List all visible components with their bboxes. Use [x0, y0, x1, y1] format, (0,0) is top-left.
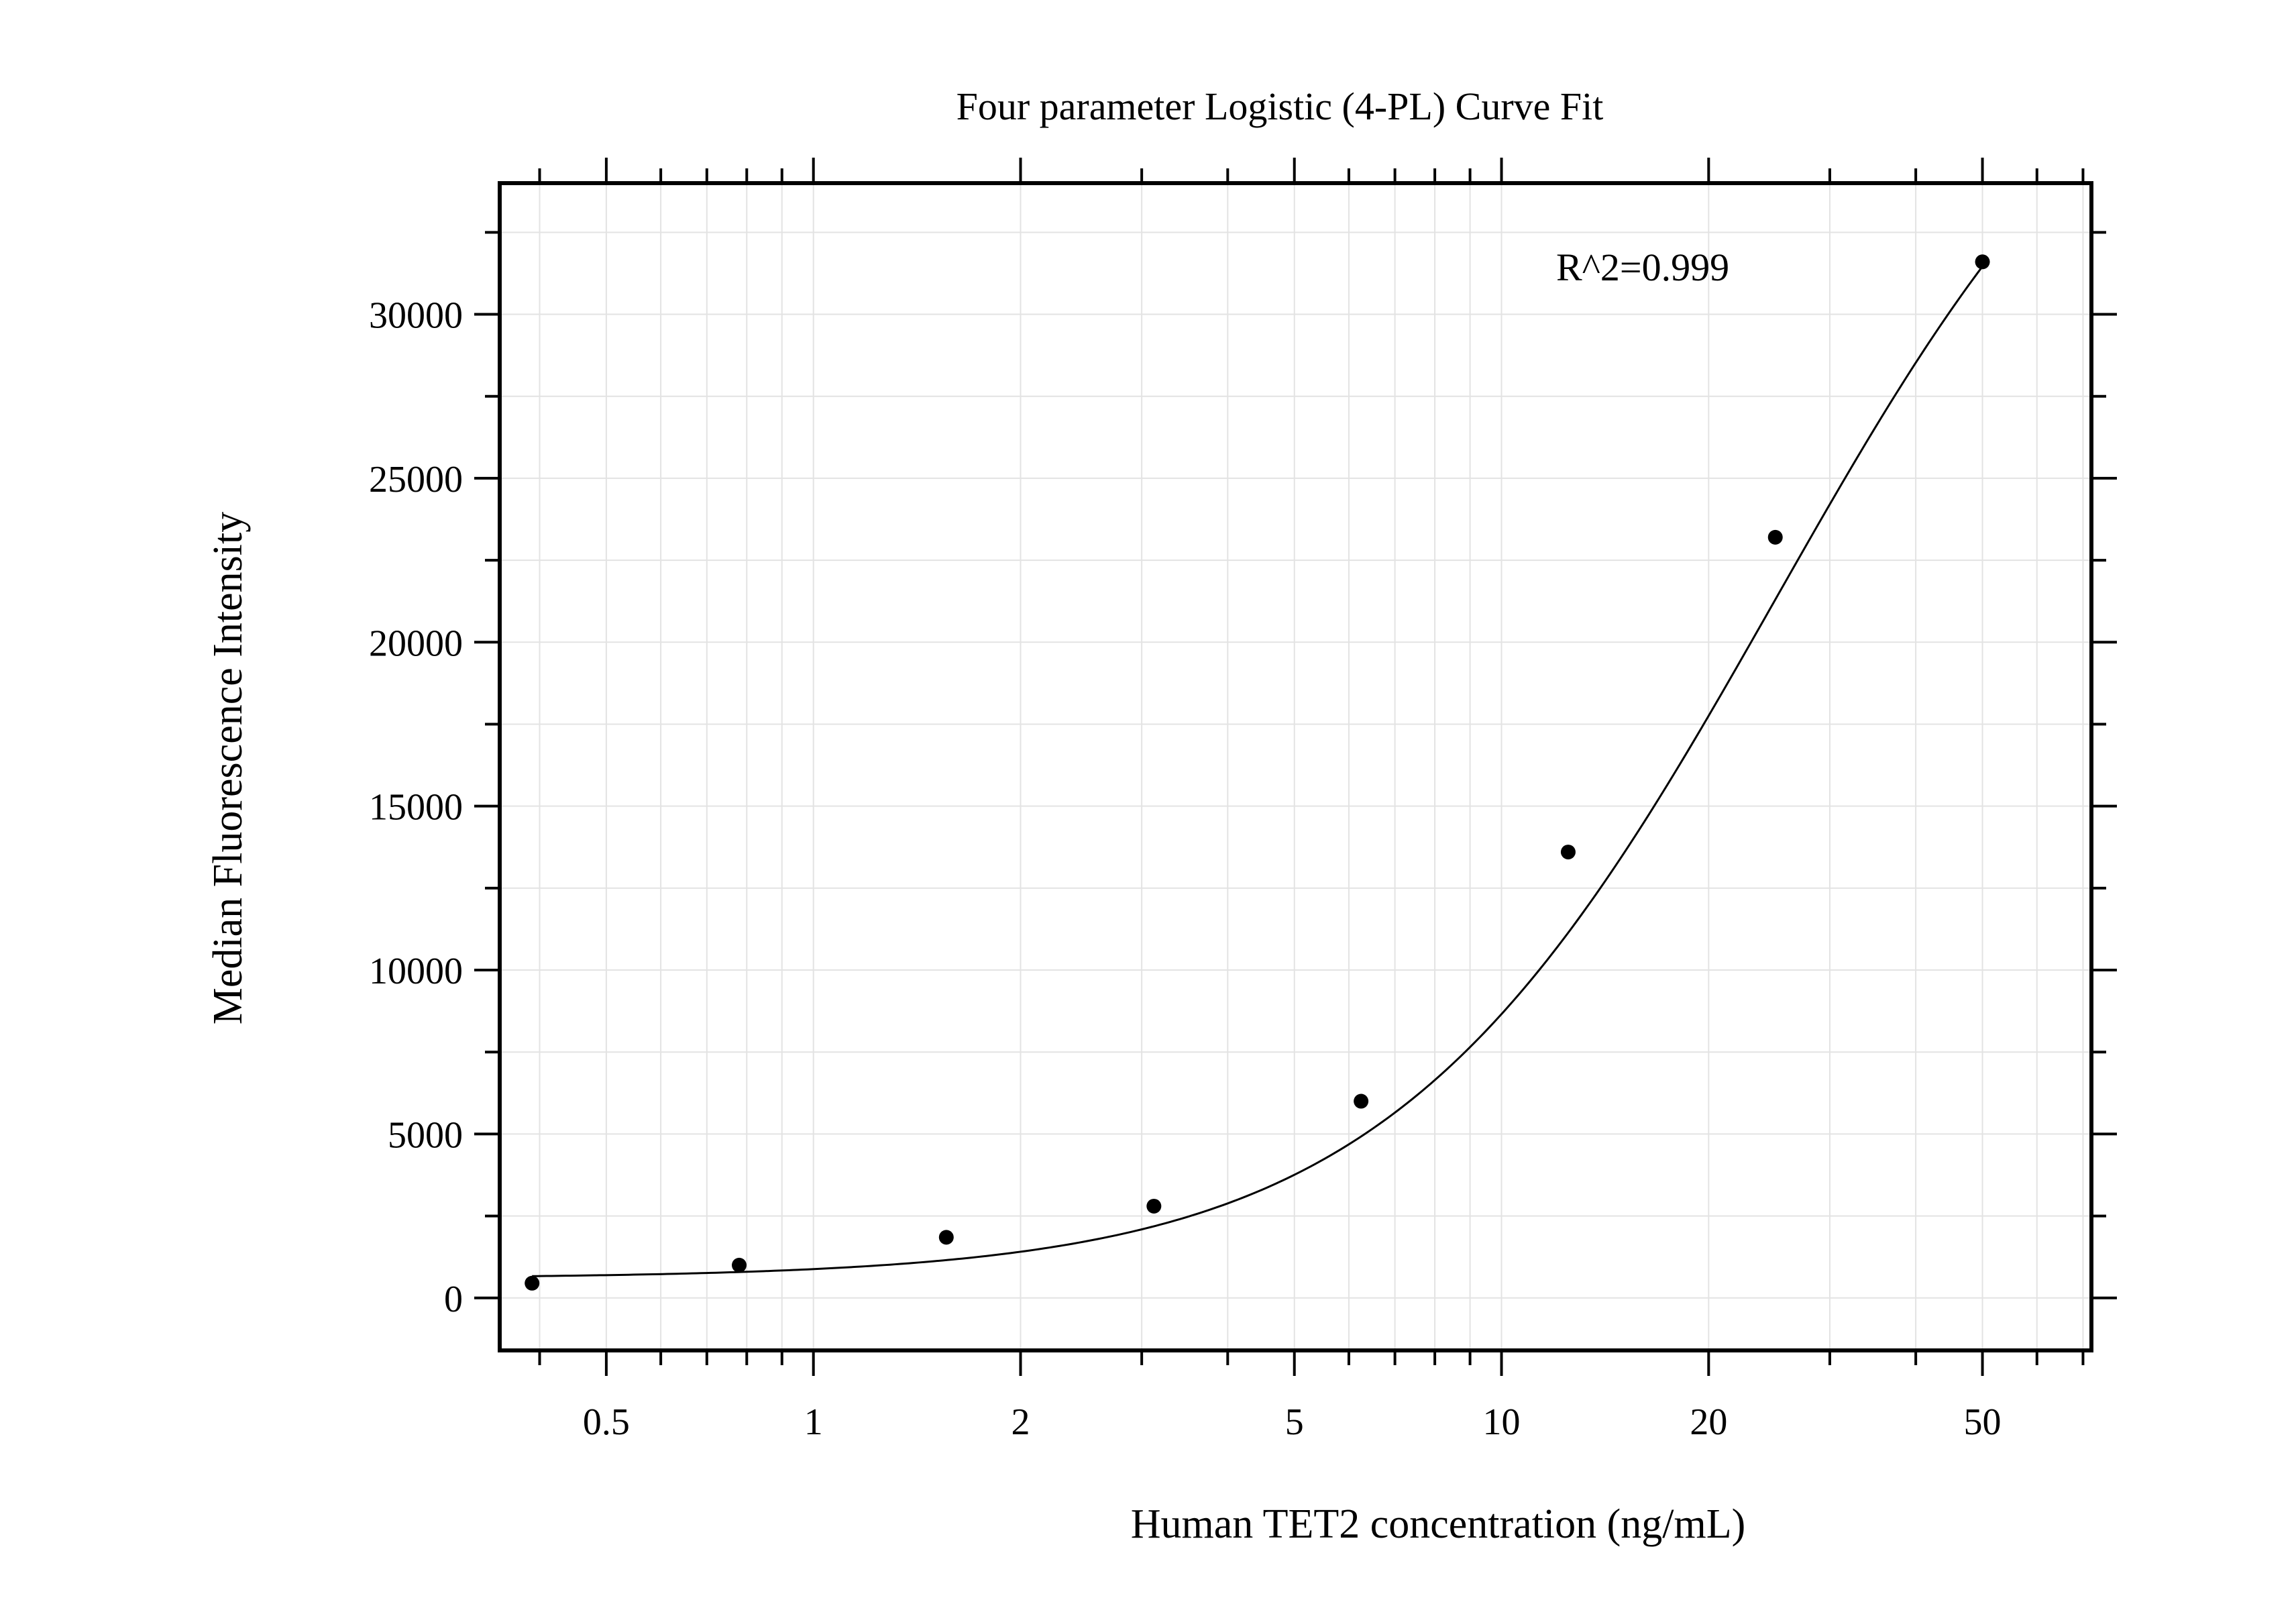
data-point	[1975, 254, 1990, 270]
y-tick-labels: 0 5000 10000 15000 20000 25000 30000	[369, 295, 463, 1320]
data-points	[525, 254, 1990, 1291]
data-point	[1560, 845, 1576, 860]
x-axis-label: Human TET2 concentration (ng/mL)	[1131, 1501, 1746, 1547]
y-tick-label: 15000	[369, 787, 463, 828]
y-tick-label: 5000	[388, 1114, 463, 1156]
y-axis-label: Median Fluorescence Intensity	[205, 512, 251, 1024]
plot-frame	[498, 181, 2093, 1352]
y-tick-label: 0	[444, 1279, 463, 1320]
axis-ticks	[474, 158, 2117, 1376]
data-point	[525, 1275, 540, 1291]
data-point	[1767, 529, 1783, 545]
data-point	[732, 1257, 747, 1273]
x-tick-label: 1	[804, 1401, 823, 1443]
x-tick-label: 20	[1690, 1401, 1727, 1443]
data-point	[1354, 1093, 1369, 1109]
x-tick-label: 0.5	[583, 1401, 630, 1443]
y-tick-label: 30000	[369, 295, 463, 337]
x-tick-label: 10	[1483, 1401, 1521, 1443]
fit-curve	[532, 266, 1983, 1277]
y-tick-label: 10000	[369, 951, 463, 992]
x-tick-label: 50	[1964, 1401, 2002, 1443]
y-tick-label: 20000	[369, 623, 463, 664]
data-point	[1146, 1198, 1162, 1214]
data-point	[938, 1230, 954, 1245]
x-tick-label: 2	[1012, 1401, 1030, 1443]
fit-curve-group	[532, 266, 1983, 1277]
chart-title: Four parameter Logistic (4-PL) Curve Fit	[956, 85, 1604, 128]
x-tick-label: 5	[1285, 1401, 1304, 1443]
x-tick-labels: 0.5 1 2 5 10 20 50	[583, 1401, 2002, 1443]
grid-lines	[500, 183, 2091, 1350]
y-tick-label: 25000	[369, 459, 463, 500]
r-squared-annotation: R^2=0.999	[1556, 246, 1729, 289]
